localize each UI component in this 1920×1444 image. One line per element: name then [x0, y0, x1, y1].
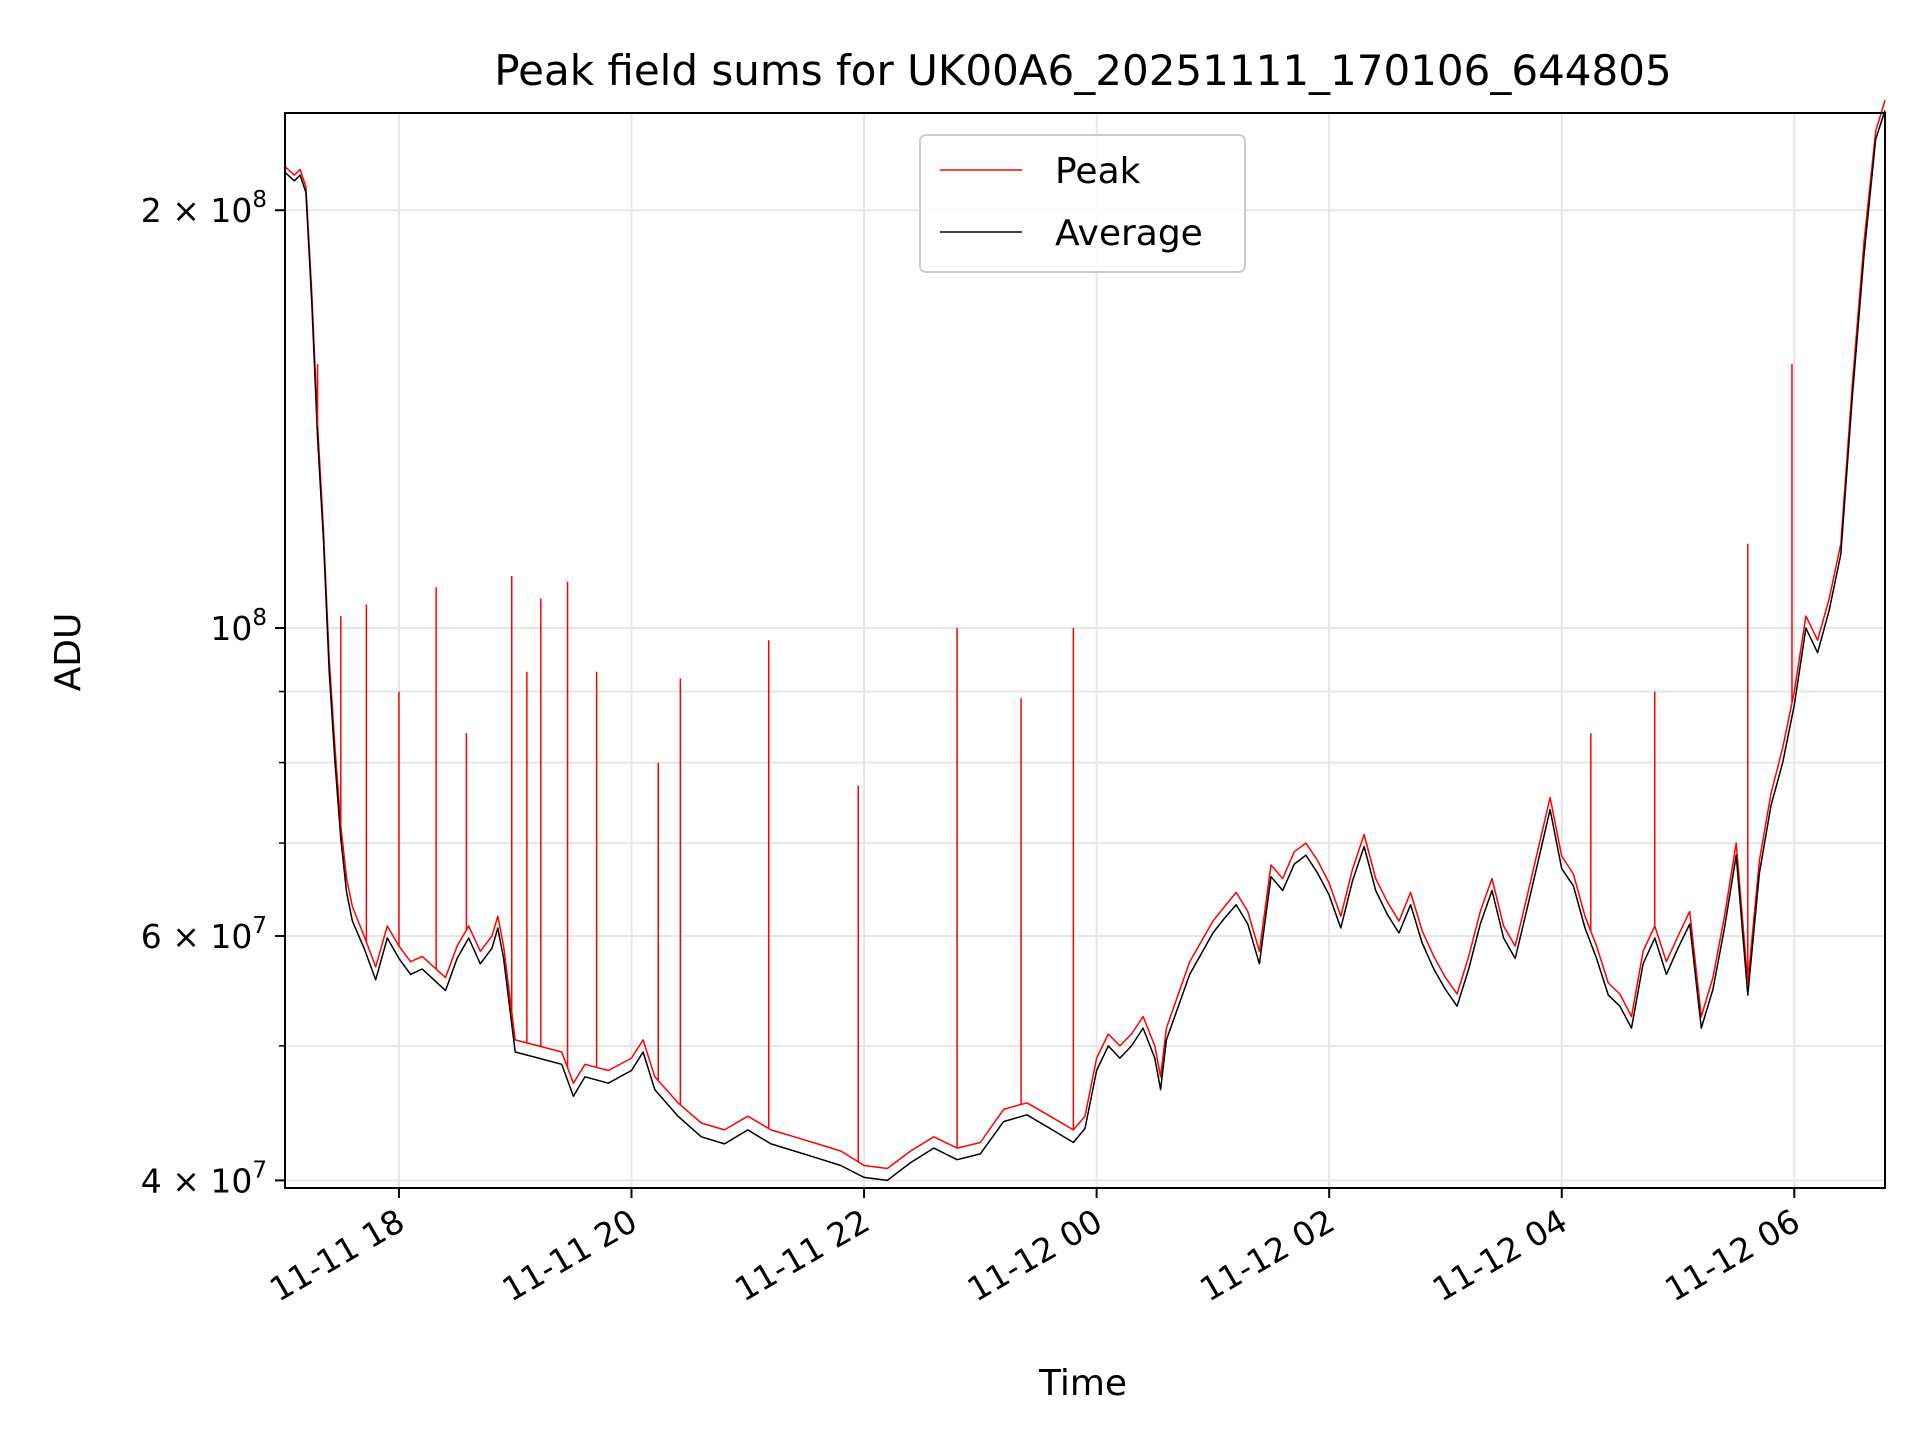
x-axis-label: Time: [1038, 1363, 1127, 1404]
y-tick-label: 4 × 107: [141, 1157, 267, 1200]
series-layer: [284, 100, 1886, 1182]
peak-series-line: [284, 100, 1886, 1170]
y-tick-label: 2 × 108: [141, 187, 267, 230]
y-tick-exponent: 8: [252, 605, 267, 631]
plot-frame: [284, 112, 1886, 1189]
chart-title: Peak field sums for UK00A6_20251111_1701…: [494, 46, 1671, 95]
y-tick-exponent: 8: [252, 187, 267, 213]
y-tick-exponent: 7: [252, 913, 267, 939]
average-series-line: [284, 110, 1886, 1182]
y-tick-label: 6 × 107: [141, 913, 267, 956]
y-tick-exponent: 7: [252, 1157, 267, 1183]
y-axis-label: ADU: [48, 613, 89, 692]
legend: Peak Average: [919, 134, 1246, 273]
legend-label-peak: Peak: [1055, 151, 1141, 192]
legend-label-average: Average: [1055, 213, 1203, 254]
